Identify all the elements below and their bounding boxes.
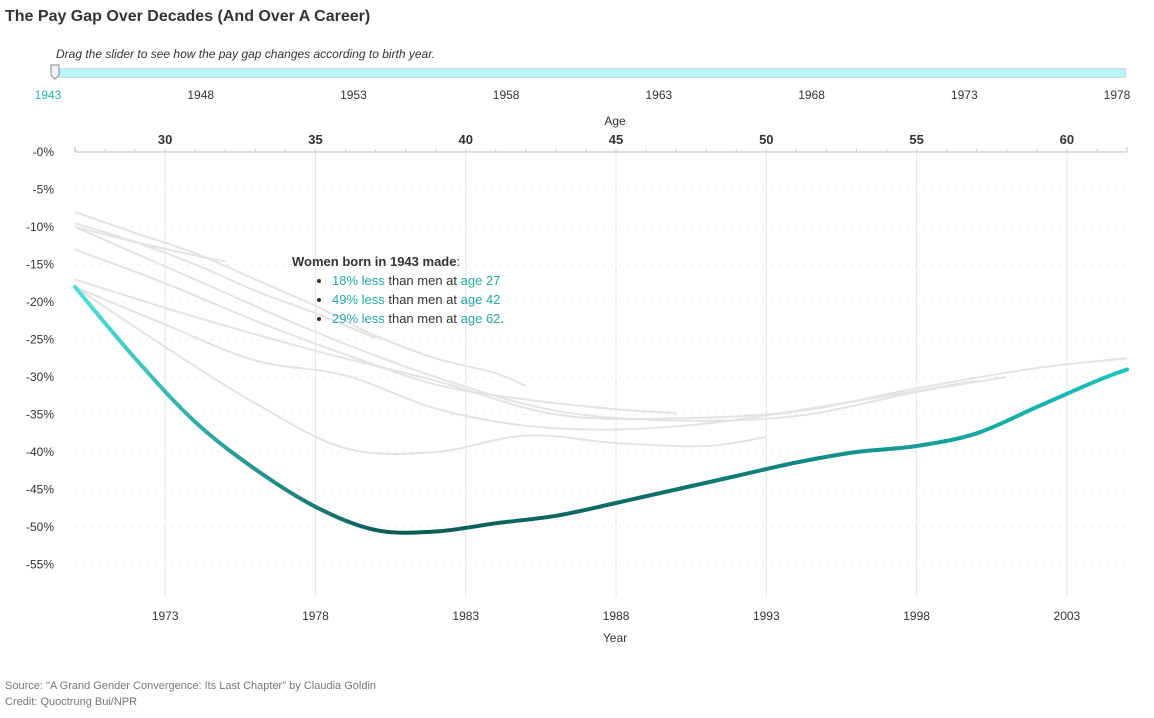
y-tick-label: -10% xyxy=(26,220,54,234)
slider-year-label[interactable]: 1953 xyxy=(340,88,367,102)
slider-instructions: Drag the slider to see how the pay gap c… xyxy=(56,47,436,61)
annotation-text: than men at xyxy=(384,292,461,307)
x-tick-label: 1983 xyxy=(452,609,479,623)
slider-year-label[interactable]: 1973 xyxy=(950,88,978,102)
slider-year-label[interactable]: 1958 xyxy=(492,88,520,102)
background-series-line xyxy=(74,226,226,263)
top-axis-tick-label: 55 xyxy=(909,132,923,147)
background-series-line xyxy=(74,211,527,387)
annotation-list: 18% less than men at age 27 49% less tha… xyxy=(292,271,504,328)
y-tick-label: -30% xyxy=(26,370,54,384)
annotation-item: 29% less than men at age 62. xyxy=(332,309,504,328)
slider-year-label[interactable]: 1978 xyxy=(1103,88,1131,102)
background-series-line xyxy=(74,278,1128,420)
annotation-item: 18% less than men at age 27 xyxy=(332,271,504,290)
y-tick-label: -15% xyxy=(26,258,54,272)
highlighted-series-line xyxy=(73,285,1129,535)
y-tick-label: -50% xyxy=(26,520,54,534)
background-series-line xyxy=(74,226,1007,422)
credit-note: Credit: Quoctrung Bui/NPR xyxy=(5,696,138,708)
slider-year-label[interactable]: 1948 xyxy=(187,88,215,102)
background-series-line xyxy=(74,222,376,339)
y-tick-label: -35% xyxy=(26,408,54,422)
annotation-pct: 18% less xyxy=(332,273,385,288)
x-tick-label: 1988 xyxy=(603,609,630,623)
y-tick-label: -20% xyxy=(26,295,54,309)
x-axis-label: Year xyxy=(603,631,627,645)
x-tick-label: 1978 xyxy=(302,609,329,623)
top-axis-tick-label: 45 xyxy=(609,132,623,147)
top-axis-label: Age xyxy=(604,114,626,128)
x-tick-label: 1998 xyxy=(903,609,930,623)
top-axis-tick-label: 60 xyxy=(1060,132,1074,147)
y-tick-label: -25% xyxy=(26,333,54,347)
annotation-age: age 27 xyxy=(460,273,501,288)
y-tick-label: -5% xyxy=(33,183,55,197)
annotation-age: age 42 xyxy=(460,292,501,307)
slider-year-labels: 1943 1948 1953 1958 1963 1968 1973 1978 xyxy=(0,88,1154,104)
x-tick-label: 1993 xyxy=(753,609,780,623)
x-tick-label: 2003 xyxy=(1054,609,1081,623)
top-axis-tick-label: 30 xyxy=(158,132,172,147)
chart-title: The Pay Gap Over Decades (And Over A Car… xyxy=(5,8,371,25)
top-axis-tick-label: 50 xyxy=(759,132,773,147)
y-tick-label: -55% xyxy=(26,558,54,572)
slider-year-label[interactable]: 1943 xyxy=(34,88,62,102)
annotation-heading-text: Women born in 1943 made xyxy=(292,254,457,269)
slider-year-label[interactable]: 1968 xyxy=(798,88,825,102)
annotation-heading: Women born in 1943 made: xyxy=(292,252,504,271)
top-axis-tick-label: 40 xyxy=(459,132,473,147)
annotation-text: than men at xyxy=(384,311,461,326)
slider-year-label[interactable]: 1963 xyxy=(645,88,673,102)
source-note: Source: "A Grand Gender Convergence: Its… xyxy=(5,680,377,692)
annotation-box: Women born in 1943 made: 18% less than m… xyxy=(292,252,504,328)
annotation-item: 49% less than men at age 42 xyxy=(332,290,504,309)
background-series-line xyxy=(74,286,977,431)
x-tick-label: 1973 xyxy=(152,609,179,623)
annotation-pct: 29% less xyxy=(332,311,385,326)
birth-year-slider-track[interactable] xyxy=(55,68,1126,78)
y-tick-label: -45% xyxy=(26,483,54,497)
y-tick-label: -0% xyxy=(33,145,55,159)
annotation-age: age 62 xyxy=(460,311,501,326)
background-series-line xyxy=(74,286,767,455)
pay-gap-chart: -0% -5% -10% -15% -20% -25% -30% -35% -40% -45% -5… xyxy=(26,114,1129,645)
annotation-end: . xyxy=(500,311,505,326)
top-axis-tick-label: 35 xyxy=(308,132,322,147)
annotation-text: than men at xyxy=(384,273,461,288)
y-tick-label: -40% xyxy=(26,445,54,459)
annotation-heading-colon: : xyxy=(456,254,461,269)
annotation-pct: 49% less xyxy=(332,292,385,307)
slider-handle[interactable] xyxy=(50,64,60,80)
